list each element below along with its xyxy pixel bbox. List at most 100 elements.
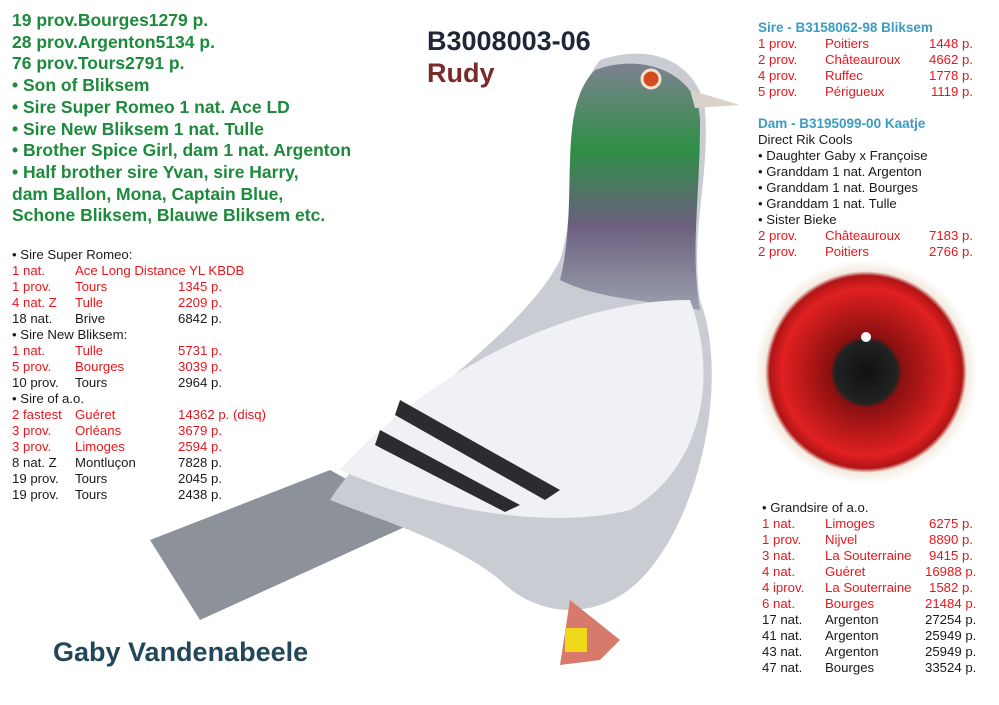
- result-rank: 47 nat.: [762, 660, 803, 675]
- result-rank: 3 prov.: [12, 423, 52, 438]
- result-points: 6275 p.: [929, 516, 973, 531]
- result-rank: 1 prov.: [12, 279, 52, 294]
- result-race: Tulle: [75, 343, 104, 358]
- result-rank: 1 nat.: [12, 343, 45, 358]
- result-rank: 2 prov.: [758, 228, 798, 243]
- result-race: Châteauroux: [825, 228, 901, 243]
- result-rank: 5 prov.: [758, 84, 798, 99]
- result-rank: 1 nat.: [762, 516, 795, 531]
- result-race: Poitiers: [825, 36, 869, 51]
- result-rank: 3 prov.: [12, 439, 52, 454]
- result-row: 1 nat. Tulle 5731 p.: [12, 343, 266, 359]
- section-heading: • Sire Super Romeo:: [12, 247, 133, 262]
- result-points: 7183 p.: [929, 228, 973, 243]
- highlight-line: 28 prov.Argenton5134 p.: [12, 31, 215, 52]
- result-row: 1 prov. Tours 1345 p.: [12, 279, 266, 295]
- result-race: Argenton: [825, 644, 879, 659]
- highlight-line: Schone Bliksem, Blauwe Bliksem etc.: [12, 205, 326, 226]
- result-row: 4 prov. Ruffec 1778 p.: [758, 68, 973, 84]
- leg-ring: [565, 628, 587, 652]
- result-rank: 1 prov.: [758, 36, 798, 51]
- pigeon-name: Rudy: [427, 58, 495, 88]
- result-rank: 6 nat.: [762, 596, 795, 611]
- result-race: Argenton: [825, 628, 879, 643]
- result-points: 14362 p. (disq): [178, 407, 266, 422]
- result-points: 3679 p.: [178, 423, 222, 438]
- highlight-line: • Sire New Bliksem 1 nat. Tulle: [12, 118, 264, 139]
- result-points: 1448 p.: [929, 36, 973, 51]
- parent-heading: Sire - B3158062-98 Bliksem: [758, 20, 933, 35]
- result-row: 3 prov. Limoges 2594 p.: [12, 439, 266, 455]
- result-points: 2766 p.: [929, 244, 973, 259]
- result-points: 1582 p.: [929, 580, 973, 595]
- result-row: 43 nat. Argenton 25949 p.: [762, 644, 977, 660]
- highlight-line: 76 prov.Tours2791 p.: [12, 53, 185, 74]
- result-points: 2438 p.: [178, 487, 222, 502]
- result-rank: 3 nat.: [762, 548, 795, 563]
- result-points: 8890 p.: [929, 532, 973, 547]
- highlight-line: • Sire Super Romeo 1 nat. Ace LD: [12, 96, 290, 117]
- result-points: 16988 p.: [925, 564, 977, 579]
- result-row: 5 prov. Périgueux 1119 p.: [758, 84, 973, 100]
- result-race: Tours: [75, 487, 108, 502]
- result-rank: 19 prov.: [12, 487, 59, 502]
- grandsire-results-table: • Grandsire of a.o. 1 nat. Limoges 6275 p. 1…: [762, 500, 977, 676]
- pigeon-neck: [560, 63, 700, 311]
- result-row: 2 prov. Châteauroux 7183 p.: [758, 228, 973, 244]
- result-points: 2209 p.: [178, 295, 222, 310]
- result-rank: 19 prov.: [12, 471, 59, 486]
- result-rank: 43 nat.: [762, 644, 803, 659]
- pigeon-eye: [640, 68, 662, 90]
- result-race: Nijvel: [825, 532, 858, 547]
- breeder-name: Gaby Vandenabeele: [53, 637, 309, 667]
- spacer: [758, 100, 973, 116]
- result-race: Guéret: [75, 407, 116, 422]
- eye-closeup: [754, 260, 978, 484]
- result-row: 5 prov. Bourges 3039 p.: [12, 359, 266, 375]
- section-heading: • Granddam 1 nat. Bourges: [758, 180, 919, 195]
- result-points: 1345 p.: [178, 279, 222, 294]
- result-race: Bourges: [825, 596, 875, 611]
- result-race: Montluçon: [75, 455, 136, 470]
- section-heading: • Daughter Gaby x Françoise: [758, 148, 928, 163]
- result-rank: 10 prov.: [12, 375, 59, 390]
- result-race: Orléans: [75, 423, 122, 438]
- result-points: 7828 p.: [178, 455, 222, 470]
- result-row: 1 nat. Ace Long Distance YL KBDB: [12, 263, 266, 279]
- section-heading: • Grandsire of a.o.: [762, 500, 869, 515]
- result-points: 6842 p.: [178, 311, 222, 326]
- result-row: 41 nat. Argenton 25949 p.: [762, 628, 976, 644]
- result-row: 8 nat. Z Montluçon 7828 p.: [12, 455, 266, 471]
- section-heading: • Sire New Bliksem:: [12, 327, 128, 342]
- result-row: 19 prov. Tours 2045 p.: [12, 471, 266, 487]
- highlight-line: dam Ballon, Mona, Captain Blue,: [12, 183, 284, 204]
- result-row: 1 nat. Limoges 6275 p.: [762, 516, 973, 532]
- result-rank: 5 prov.: [12, 359, 52, 374]
- highlight-line: • Brother Spice Girl, dam 1 nat. Argento…: [12, 140, 352, 161]
- section-heading: • Granddam 1 nat. Tulle: [758, 196, 897, 211]
- result-race: Limoges: [75, 439, 125, 454]
- result-race: Tours: [75, 471, 108, 486]
- result-points: 25949 p.: [925, 644, 977, 659]
- result-rank: 4 prov.: [758, 68, 798, 83]
- result-race: Bourges: [75, 359, 125, 374]
- result-points: 1119 p.: [930, 84, 973, 99]
- result-points: 3039 p.: [178, 359, 222, 374]
- result-row: 4 nat. Guéret 16988 p.: [762, 564, 977, 580]
- result-rank: 4 nat. Z: [12, 295, 57, 310]
- section-heading: • Granddam 1 nat. Argenton: [758, 164, 922, 179]
- result-race: Limoges: [825, 516, 875, 531]
- result-row: 2 fastest Guéret 14362 p. (disq): [12, 407, 266, 423]
- result-points: 2045 p.: [178, 471, 222, 486]
- result-points: 5731 p.: [178, 343, 222, 358]
- result-row: 4 nat. Z Tulle 2209 p.: [12, 295, 266, 311]
- result-race: La Souterraine: [825, 580, 912, 595]
- result-rank: 2 fastest: [12, 407, 62, 422]
- pedigree-results-table: Sire - B3158062-98 Bliksem 1 prov. Poitier…: [758, 20, 973, 260]
- result-row: 17 nat. Argenton 27254 p.: [762, 612, 976, 628]
- highlight-line: • Half brother sire Yvan, sire Harry,: [12, 161, 299, 182]
- result-row: 3 nat. La Souterraine 9415 p.: [762, 548, 973, 564]
- parent-heading: Dam - B3195099-00 Kaatje: [758, 116, 926, 131]
- section-heading: • Sister Bieke: [758, 212, 837, 227]
- result-race: Ruffec: [825, 68, 863, 83]
